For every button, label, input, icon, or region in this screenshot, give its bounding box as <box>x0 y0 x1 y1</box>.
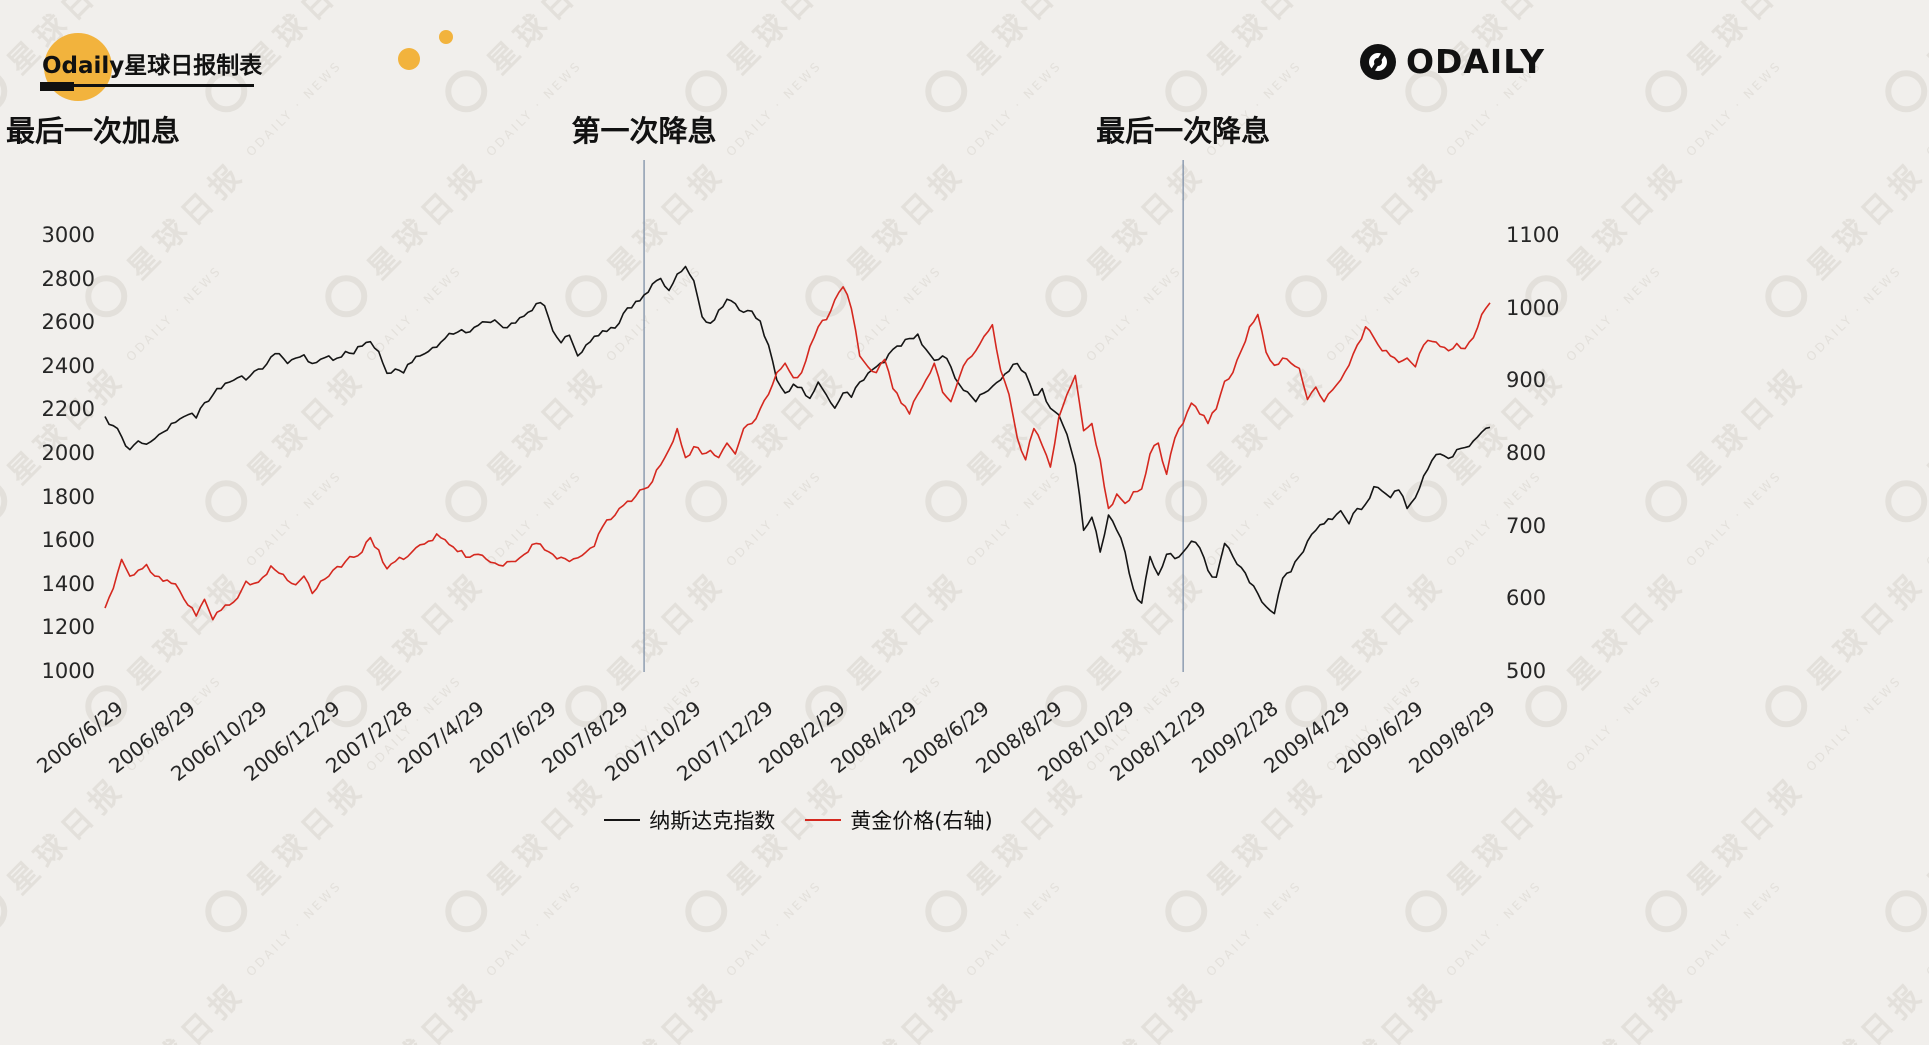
y-right-tick-label: 1100 <box>1506 223 1560 247</box>
series-line-0 <box>104 265 1491 615</box>
y-right-tick-label: 500 <box>1506 659 1547 683</box>
y-left-tick-label: 2800 <box>41 266 95 291</box>
credit-underline <box>40 84 254 87</box>
legend-item-nasdaq: 纳斯达克指数 <box>604 805 775 835</box>
y-left-tick-label: 2200 <box>41 397 95 422</box>
legend-item-gold: 黄金价格(右轴) <box>805 805 993 835</box>
chart-credit: Odaily星球日报制表 <box>42 53 263 79</box>
legend-line-gold <box>805 819 842 821</box>
y-left-tick-label: 1600 <box>41 528 95 553</box>
brand-logo: ODAILY <box>1359 42 1545 81</box>
annotation-last-rate-cut: 最后一次降息 <box>1096 114 1271 148</box>
accent-dot-small <box>439 30 453 44</box>
y-right-tick-label: 800 <box>1506 441 1547 465</box>
brand-name: ODAILY <box>1405 42 1545 81</box>
credit-bar <box>40 82 74 91</box>
legend-line-nasdaq <box>604 819 641 821</box>
y-left-tick-label: 3000 <box>41 223 95 247</box>
y-left-tick-label: 2000 <box>41 441 95 465</box>
legend: 纳斯达克指数 黄金价格(右轴) <box>105 805 1492 835</box>
y-left-tick-label: 1400 <box>41 571 95 596</box>
y-left-tick-label: 1200 <box>41 615 95 640</box>
odaily-icon <box>1359 43 1396 80</box>
annotation-last-rate-hike: 最后一次加息 <box>6 114 181 148</box>
y-right-tick-label: 1000 <box>1506 295 1560 320</box>
y-left-tick-label: 2600 <box>41 310 95 335</box>
series-line-1 <box>104 286 1491 621</box>
annotation-first-rate-cut: 第一次降息 <box>571 114 717 148</box>
y-right-tick-label: 600 <box>1506 586 1547 611</box>
legend-label-nasdaq: 纳斯达克指数 <box>649 809 776 833</box>
accent-dot-large <box>398 48 420 70</box>
y-left-tick-label: 1000 <box>41 659 95 683</box>
y-right-tick-label: 700 <box>1506 513 1547 538</box>
legend-label-gold: 黄金价格(右轴) <box>850 809 993 833</box>
y-left-tick-label: 1800 <box>41 484 95 509</box>
y-left-tick-label: 2400 <box>41 353 95 378</box>
y-right-tick-label: 900 <box>1506 368 1547 393</box>
